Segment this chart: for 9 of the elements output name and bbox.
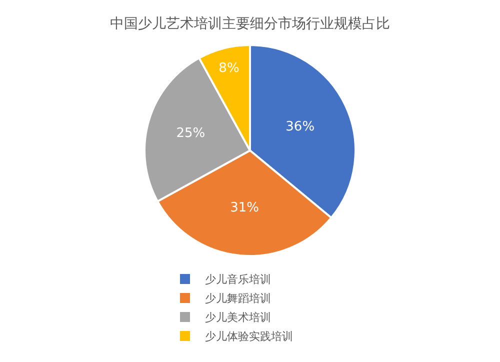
chart-title: 中国少儿艺术培训主要细分市场行业规模占比 [110,16,390,32]
data-label: 31% [230,200,260,216]
legend-label: 少儿体验实践培训 [205,330,293,344]
data-label: 8% [218,61,240,76]
legend-label: 少儿美术培训 [205,311,271,324]
legend-label: 少儿音乐培训 [205,273,271,286]
data-label: 36% [286,119,315,134]
data-label: 25% [176,126,206,141]
legend-label: 少儿舞蹈培训 [205,292,271,306]
